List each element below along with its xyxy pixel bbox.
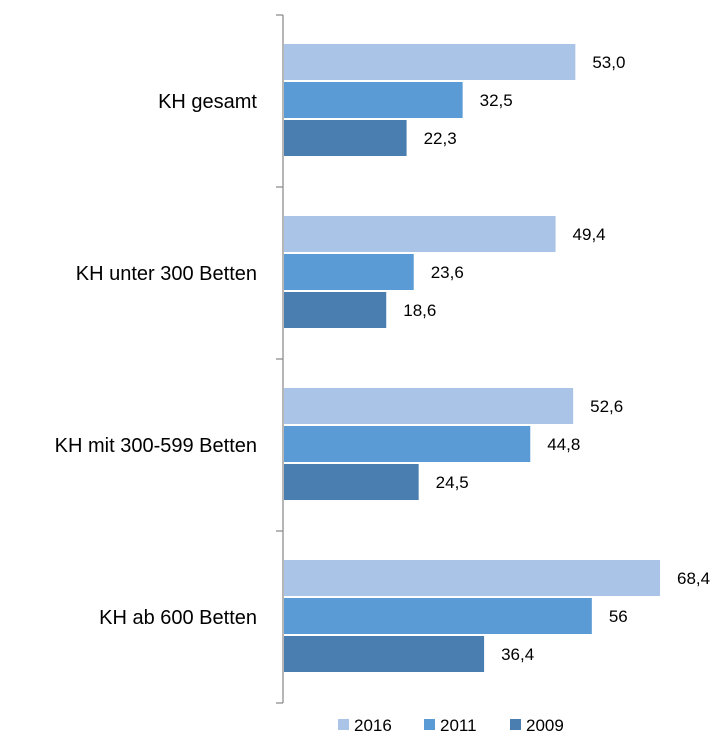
bar-2011 — [284, 426, 531, 462]
bar-2011 — [284, 82, 463, 118]
category-label: KH ab 600 Betten — [99, 607, 257, 629]
bar-2009 — [284, 120, 407, 156]
data-label: 56 — [609, 607, 628, 626]
legend-swatch-2011 — [424, 719, 435, 730]
axis-ticks — [276, 14, 283, 704]
legend-label: 2009 — [526, 716, 564, 735]
data-label: 24,5 — [436, 473, 469, 492]
data-label: 32,5 — [480, 91, 513, 110]
category-labels-layer: KH gesamt KH unter 300 Betten KH mit 300-5… — [55, 91, 258, 629]
legend-swatch-2009 — [510, 719, 521, 730]
bar-2016 — [284, 560, 660, 596]
bar-2011 — [284, 598, 592, 634]
data-label: 44,8 — [547, 435, 580, 454]
bars-layer — [284, 44, 660, 672]
data-label: 68,4 — [677, 569, 710, 588]
legend: 2016 2011 2009 — [338, 716, 564, 735]
data-label: 52,6 — [590, 397, 623, 416]
data-label: 22,3 — [424, 129, 457, 148]
bar-2016 — [284, 388, 574, 424]
data-label: 36,4 — [501, 645, 534, 664]
bar-2016 — [284, 216, 556, 252]
value-labels-layer: 53,0 32,5 22,3 49,4 23,6 18,6 52,6 44,8 24,5 68,4… — [403, 53, 710, 664]
bar-2009 — [284, 292, 387, 328]
legend-label: 2016 — [354, 716, 392, 735]
data-label: 23,6 — [431, 263, 464, 282]
legend-label: 2011 — [440, 716, 477, 735]
data-label: 18,6 — [403, 301, 436, 320]
legend-swatch-2016 — [338, 719, 349, 730]
data-label: 53,0 — [592, 53, 625, 72]
category-label: KH unter 300 Betten — [76, 263, 257, 285]
bar-2011 — [284, 254, 414, 290]
bar-2009 — [284, 636, 485, 672]
data-label: 49,4 — [573, 225, 606, 244]
bar-2009 — [284, 464, 419, 500]
category-label: KH mit 300-599 Betten — [55, 435, 257, 457]
bar-2016 — [284, 44, 576, 80]
category-label: KH gesamt — [158, 91, 257, 113]
